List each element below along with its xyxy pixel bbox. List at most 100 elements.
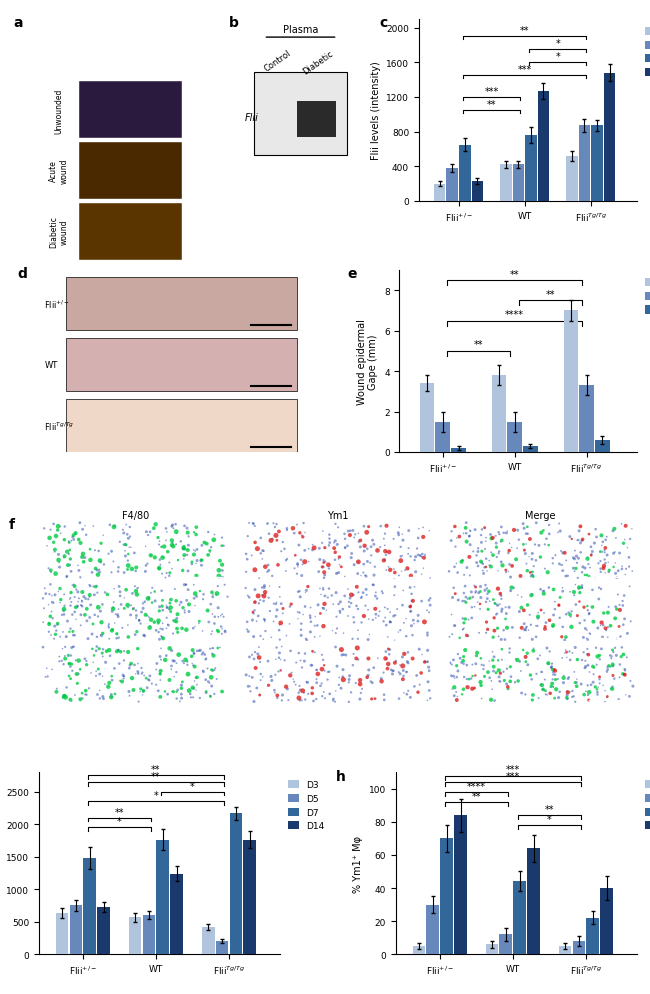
Point bbox=[90, 580, 101, 595]
Point bbox=[161, 566, 172, 581]
Point bbox=[365, 556, 376, 572]
Point bbox=[88, 616, 98, 632]
Point bbox=[306, 624, 316, 640]
Point bbox=[345, 523, 356, 539]
Point bbox=[95, 691, 105, 707]
Point bbox=[592, 687, 603, 703]
Point bbox=[40, 586, 51, 602]
Point bbox=[266, 669, 276, 685]
Point bbox=[493, 546, 504, 562]
Point bbox=[44, 531, 55, 547]
Point bbox=[72, 676, 83, 692]
Point bbox=[375, 540, 385, 556]
Point bbox=[53, 583, 64, 599]
Point bbox=[178, 541, 188, 557]
Point bbox=[214, 554, 225, 570]
Point bbox=[565, 529, 575, 545]
Point bbox=[174, 597, 185, 613]
Point bbox=[207, 679, 217, 695]
Point bbox=[445, 656, 456, 672]
Point bbox=[113, 630, 124, 646]
Point bbox=[383, 656, 393, 672]
Point bbox=[402, 654, 413, 670]
Point bbox=[164, 569, 174, 584]
Point bbox=[553, 690, 564, 706]
Point bbox=[525, 667, 536, 683]
Point bbox=[282, 552, 293, 568]
Point bbox=[217, 606, 228, 622]
Bar bbox=[202, 927, 214, 954]
Point bbox=[458, 622, 468, 638]
Point bbox=[182, 521, 192, 537]
Point bbox=[216, 570, 226, 585]
Point bbox=[250, 644, 260, 660]
Point bbox=[296, 628, 306, 644]
Point bbox=[299, 685, 309, 701]
Point bbox=[317, 662, 327, 678]
Point bbox=[68, 639, 78, 655]
Point bbox=[385, 614, 395, 630]
Point bbox=[76, 597, 86, 613]
Point bbox=[568, 561, 578, 577]
Point bbox=[589, 536, 599, 552]
Point bbox=[577, 580, 588, 596]
Point bbox=[462, 560, 472, 576]
Point bbox=[255, 546, 266, 562]
Point bbox=[308, 693, 318, 709]
Point bbox=[362, 554, 372, 570]
Point bbox=[125, 657, 135, 673]
Point bbox=[244, 516, 254, 532]
Point bbox=[81, 527, 92, 543]
Point bbox=[591, 640, 601, 656]
Point bbox=[141, 524, 151, 540]
Point bbox=[79, 589, 89, 605]
Point bbox=[604, 563, 614, 579]
Point bbox=[497, 652, 507, 668]
Point bbox=[123, 617, 133, 633]
Point bbox=[315, 552, 325, 568]
Point bbox=[135, 684, 145, 700]
Point bbox=[294, 678, 305, 694]
Point bbox=[562, 688, 572, 704]
Point bbox=[266, 673, 277, 689]
Point bbox=[249, 651, 259, 667]
Point bbox=[496, 555, 506, 571]
Point bbox=[306, 600, 316, 616]
Point bbox=[317, 560, 328, 576]
Point bbox=[497, 533, 507, 549]
Point bbox=[406, 598, 416, 614]
Point bbox=[38, 614, 48, 630]
Point bbox=[291, 677, 301, 693]
Point bbox=[188, 658, 198, 674]
Point bbox=[471, 648, 482, 664]
Point bbox=[449, 618, 460, 634]
Point bbox=[333, 520, 343, 536]
Point bbox=[136, 681, 146, 697]
Point bbox=[62, 569, 72, 584]
Point bbox=[176, 687, 187, 703]
Point bbox=[462, 680, 473, 696]
Point bbox=[242, 552, 252, 568]
Point bbox=[255, 592, 265, 608]
Point bbox=[501, 606, 512, 622]
Point bbox=[469, 599, 480, 615]
Point bbox=[492, 620, 502, 636]
Point bbox=[62, 558, 73, 574]
Point bbox=[618, 536, 629, 552]
Point bbox=[475, 674, 486, 690]
Point bbox=[159, 539, 170, 555]
Point bbox=[252, 541, 263, 557]
Point bbox=[418, 520, 428, 536]
Point bbox=[213, 609, 224, 625]
Point bbox=[157, 567, 167, 582]
Point bbox=[122, 597, 133, 613]
Point bbox=[376, 674, 387, 690]
Bar bbox=[578, 126, 590, 202]
Point bbox=[119, 643, 129, 659]
Point bbox=[47, 588, 57, 604]
Point bbox=[47, 610, 58, 626]
Point bbox=[465, 523, 475, 539]
Point bbox=[295, 683, 306, 699]
Point bbox=[260, 586, 270, 602]
Point bbox=[593, 591, 604, 607]
